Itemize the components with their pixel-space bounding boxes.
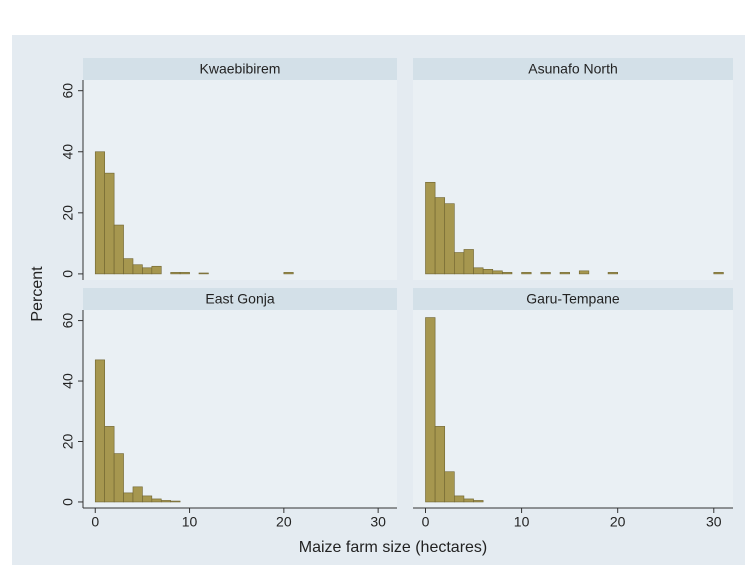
bar [435, 426, 445, 502]
bar [114, 225, 123, 274]
x-tick-label: 30 [370, 514, 386, 530]
y-axis-title: Percent [29, 266, 46, 322]
bar [105, 173, 114, 274]
bar [161, 500, 170, 502]
bar [425, 182, 435, 274]
bar [95, 152, 104, 274]
bar [425, 318, 435, 502]
bar [502, 272, 512, 274]
bar [522, 272, 532, 274]
bar [454, 253, 464, 274]
y-tick-label: 40 [60, 373, 76, 389]
bar [124, 493, 133, 502]
plot-area [413, 310, 733, 508]
bar [464, 249, 474, 273]
x-tick-label: 0 [422, 514, 430, 530]
plot-area [413, 80, 733, 280]
y-tick-label: 20 [60, 205, 76, 221]
bar [454, 496, 464, 502]
x-tick-label: 10 [182, 514, 198, 530]
bar [474, 268, 484, 274]
panel-title: Asunafo North [528, 61, 618, 77]
bar [105, 426, 114, 502]
bar [284, 272, 293, 274]
y-tick-label: 20 [60, 433, 76, 449]
y-tick-label: 60 [60, 313, 76, 329]
panel-title: Kwaebibirem [200, 61, 281, 77]
bar [95, 360, 104, 502]
y-tick-label: 60 [60, 83, 76, 99]
bar [560, 272, 570, 274]
x-tick-label: 0 [91, 514, 99, 530]
plot-area [83, 310, 397, 508]
bar [608, 272, 618, 274]
bar [199, 273, 208, 274]
bar [579, 271, 589, 274]
bar [142, 268, 151, 274]
x-tick-label: 20 [276, 514, 292, 530]
bar [152, 266, 161, 274]
panel-title: East Gonja [205, 291, 274, 307]
y-tick-label: 0 [60, 498, 76, 506]
panel-title: Garu-Tempane [526, 291, 620, 307]
bar [180, 272, 189, 274]
x-tick-label: 10 [514, 514, 530, 530]
bar [474, 500, 484, 502]
bar [114, 454, 123, 502]
y-tick-label: 0 [60, 270, 76, 278]
bar [171, 501, 180, 502]
chart: Maize farm size (hectares) Percent Kwaeb… [0, 0, 745, 569]
bar [445, 204, 455, 274]
bar [171, 272, 180, 274]
bar [445, 472, 455, 502]
bar [133, 265, 142, 274]
bar [152, 499, 161, 502]
x-tick-label: 20 [610, 514, 626, 530]
bar [142, 496, 151, 502]
bar [133, 487, 142, 502]
bar [483, 269, 493, 274]
plot-area [83, 80, 397, 280]
bar [464, 499, 474, 502]
bar [435, 198, 445, 274]
bar [493, 271, 503, 274]
x-axis-title: Maize farm size (hectares) [299, 539, 488, 556]
bar [541, 272, 551, 274]
y-tick-label: 40 [60, 144, 76, 160]
bar [124, 259, 133, 274]
x-tick-label: 30 [706, 514, 722, 530]
bar [714, 272, 724, 274]
